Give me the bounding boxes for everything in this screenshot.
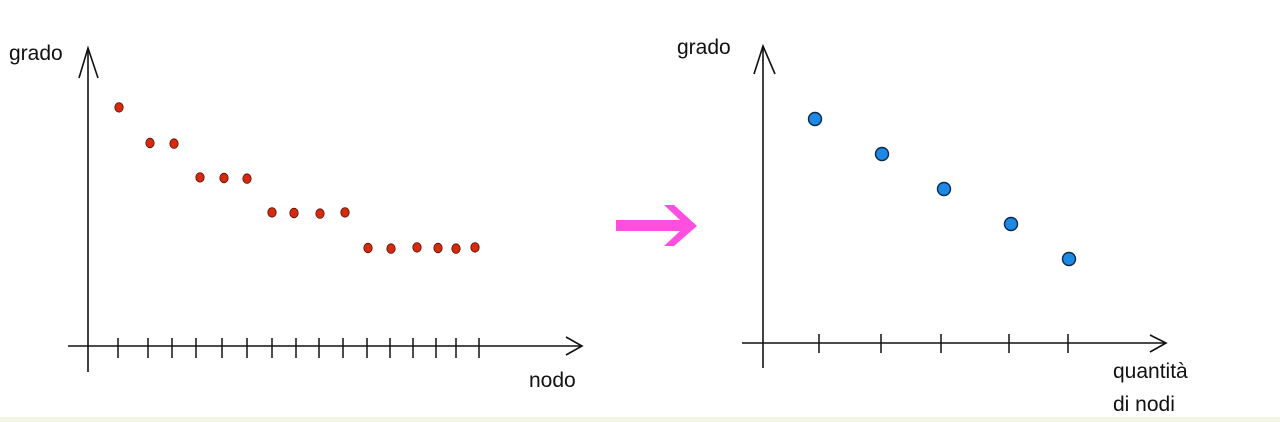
left-data-point xyxy=(219,172,229,184)
left-data-point xyxy=(267,207,277,218)
right-data-point xyxy=(874,146,890,162)
left-x-ticks xyxy=(117,338,480,358)
right-data-point xyxy=(1061,251,1077,267)
left-axes xyxy=(68,45,584,372)
transform-arrow xyxy=(616,205,697,246)
left-x-axis-label: nodo xyxy=(529,369,576,392)
right-y-axis-arrowhead xyxy=(753,43,776,75)
left-data-point xyxy=(145,137,155,149)
left-data-point xyxy=(433,242,443,254)
left-data-point xyxy=(340,207,350,218)
left-data-point xyxy=(289,207,299,219)
left-y-axis-arrowhead xyxy=(78,45,99,79)
left-data-point xyxy=(451,243,461,254)
right-data-point xyxy=(1003,216,1019,232)
right-axes xyxy=(742,43,1168,368)
transform-arrow-shape xyxy=(616,205,697,246)
right-x-ticks xyxy=(818,334,1069,353)
left-data-points xyxy=(114,102,480,254)
left-data-point xyxy=(412,242,422,253)
left-data-point xyxy=(470,242,480,253)
left-data-point xyxy=(386,243,396,254)
right-x-axis-label-line2: di nodi xyxy=(1113,393,1175,416)
left-data-point xyxy=(363,242,373,254)
left-data-point xyxy=(195,172,205,183)
left-x-axis-arrowhead xyxy=(565,336,584,356)
left-data-point xyxy=(242,173,252,184)
right-data-points xyxy=(807,111,1077,267)
right-data-point xyxy=(807,111,823,127)
left-y-axis-label: grado xyxy=(9,42,63,65)
right-x-axis-arrowhead xyxy=(1149,334,1168,353)
bottom-strip xyxy=(0,417,1280,422)
left-data-point xyxy=(169,138,179,149)
left-data-point xyxy=(114,102,124,113)
left-data-point xyxy=(315,208,325,219)
right-data-point xyxy=(936,181,952,197)
right-x-axis-label-line1: quantità xyxy=(1113,360,1188,383)
right-y-axis-label: grado xyxy=(677,36,731,59)
